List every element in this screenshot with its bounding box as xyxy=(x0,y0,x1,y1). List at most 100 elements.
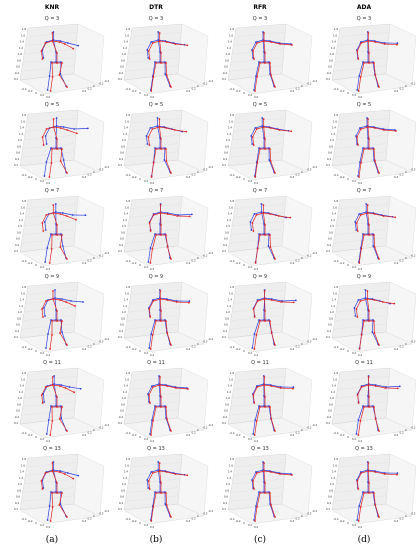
z-tick-label: 0.2 xyxy=(118,77,122,81)
red-skeleton-joint xyxy=(152,214,155,216)
blue-skeleton-joint xyxy=(267,245,270,247)
red-skeleton-bone xyxy=(41,472,46,482)
red-skeleton-bone xyxy=(166,127,175,131)
blue-skeleton-joint xyxy=(68,386,71,388)
red-skeleton-bone xyxy=(148,50,151,60)
red-skeleton-joint xyxy=(373,320,375,322)
grid-line xyxy=(230,143,284,149)
blue-skeleton-bone xyxy=(166,298,177,302)
y-tick-label: 0.4 xyxy=(82,433,86,437)
red-skeleton-bone xyxy=(59,406,63,420)
z-tick-label: 0.6 xyxy=(120,237,124,241)
grid-line xyxy=(129,126,181,132)
red-skeleton-joint xyxy=(367,32,370,34)
grid-line xyxy=(234,204,286,209)
skeleton-plot-cell: Q = 91.81.61.41.21.00.80.60.40.2-0.4-0.2… xyxy=(14,274,110,357)
z-tick-label: 0.6 xyxy=(328,409,332,413)
z-tick-label: 1.0 xyxy=(226,396,230,400)
red-skeleton-joint xyxy=(363,492,365,494)
red-skeleton-bone xyxy=(49,248,53,264)
blue-skeleton-bone xyxy=(46,147,52,163)
red-skeleton-joint xyxy=(158,126,161,128)
grid-line xyxy=(23,134,77,141)
blue-skeleton-bone xyxy=(253,75,257,91)
grid-line xyxy=(334,487,388,493)
z-tick-label: 1.0 xyxy=(18,310,22,314)
red-skeleton-joint xyxy=(269,246,272,248)
red-skeleton-joint xyxy=(378,516,380,518)
z-tick-label: 0.4 xyxy=(119,157,123,161)
blue-skeleton-bone xyxy=(261,211,269,214)
blue-skeleton-bone xyxy=(53,469,61,472)
x-tick-label: 0.4 xyxy=(358,439,362,443)
z-tick-label: 0.8 xyxy=(121,488,125,492)
y-tick-label: 0.2 xyxy=(400,173,404,177)
red-skeleton-joint xyxy=(41,222,44,224)
blue-skeleton-bone xyxy=(69,386,81,390)
red-skeleton-bone xyxy=(151,162,154,178)
red-skeleton-joint xyxy=(256,386,259,388)
x-tick-label: -0.2 xyxy=(235,175,240,179)
grid-line xyxy=(126,315,180,321)
grid-line xyxy=(129,384,181,390)
y-tick-label: 0 xyxy=(301,256,303,260)
grid-line xyxy=(25,126,77,132)
red-skeleton-joint xyxy=(374,385,377,387)
red-skeleton-joint xyxy=(269,148,271,150)
grid-line xyxy=(229,237,283,244)
z-tick-label: 0.4 xyxy=(223,243,227,247)
z-tick-label: 1.2 xyxy=(123,476,127,480)
z-tick-label: 1.8 xyxy=(334,113,338,117)
blue-skeleton-bone xyxy=(269,73,275,87)
red-skeleton-joint xyxy=(373,406,375,408)
z-tick-label: 0.6 xyxy=(16,65,20,69)
blue-skeleton-joint xyxy=(61,331,63,333)
blue-skeleton-joint xyxy=(82,301,84,303)
z-tick-label: 0.6 xyxy=(120,495,124,499)
y-tick-label: 0.4 xyxy=(82,347,86,351)
red-skeleton-joint xyxy=(174,43,177,45)
red-skeleton-joint xyxy=(165,471,168,473)
red-skeleton-bone xyxy=(360,492,365,508)
y-tick-label: 0.4 xyxy=(186,519,190,523)
red-skeleton-joint xyxy=(170,430,172,432)
x-tick-label: -0.2 xyxy=(339,347,344,351)
blue-skeleton-bone xyxy=(255,125,263,129)
x-tick-label: -0.2 xyxy=(27,433,32,437)
red-skeleton-joint xyxy=(160,320,162,322)
z-tick-label: 1.8 xyxy=(22,113,26,117)
red-skeleton-bone xyxy=(59,492,63,506)
red-skeleton-joint xyxy=(270,504,272,506)
red-skeleton-joint xyxy=(264,406,266,408)
blue-skeleton-joint xyxy=(252,433,255,435)
red-skeleton-bone xyxy=(65,387,75,393)
red-skeleton-joint xyxy=(367,384,370,386)
z-tick-label: 0.8 xyxy=(329,488,333,492)
red-skeleton-joint xyxy=(52,212,55,214)
x-tick-label: 0.2 xyxy=(40,93,44,97)
blue-skeleton-bone xyxy=(354,307,356,317)
y-tick-label: 0 xyxy=(197,84,199,88)
red-skeleton-joint xyxy=(373,246,376,248)
y-tick-label: -0.2 xyxy=(203,426,208,430)
y-tick-label: 0.4 xyxy=(186,347,190,351)
y-tick-label: 0.2 xyxy=(296,517,300,521)
blue-skeleton-joint xyxy=(53,383,56,385)
red-skeleton-joint xyxy=(253,348,256,350)
red-skeleton-bone xyxy=(252,42,258,52)
back-pane xyxy=(19,195,79,253)
red-skeleton-bone xyxy=(150,506,154,522)
y-tick-label: -0.2 xyxy=(99,254,104,258)
x-tick-label: 0 xyxy=(347,521,349,525)
z-tick-label: 0.8 xyxy=(17,144,21,148)
panel-label: (c) xyxy=(253,535,267,545)
red-skeleton-joint xyxy=(160,138,162,140)
red-skeleton-joint xyxy=(264,234,266,236)
red-skeleton-joint xyxy=(252,144,255,146)
blue-skeleton-joint xyxy=(54,203,57,205)
red-skeleton-joint xyxy=(366,204,369,206)
back-pane xyxy=(19,109,79,167)
y-tick-label: 0.2 xyxy=(192,517,196,521)
red-skeleton-joint xyxy=(66,172,68,174)
z-tick-label: 1.6 xyxy=(333,377,337,381)
